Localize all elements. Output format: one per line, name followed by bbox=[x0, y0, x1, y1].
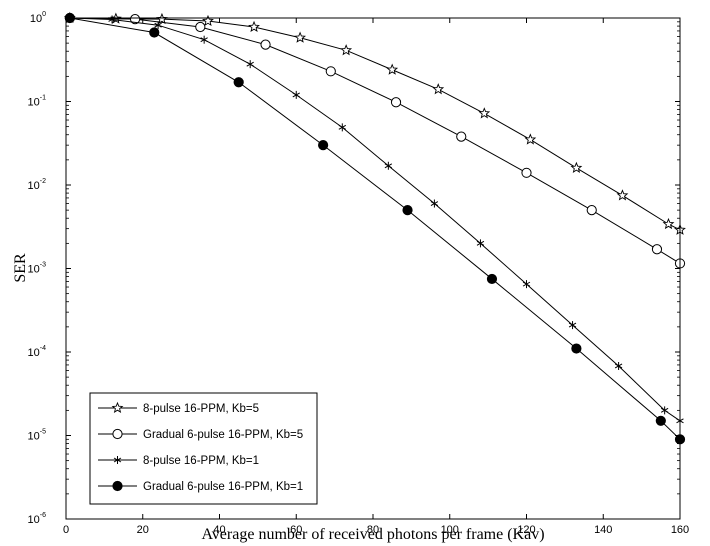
legend-label: Gradual 6-pulse 16-PPM, Kb=1 bbox=[143, 481, 303, 493]
series-2 bbox=[64, 12, 686, 269]
data-point bbox=[478, 107, 491, 119]
y-tick-label: 10-2 bbox=[28, 178, 47, 192]
data-point bbox=[655, 415, 666, 426]
data-point bbox=[233, 77, 244, 88]
data-point bbox=[260, 39, 271, 50]
data-point bbox=[325, 66, 336, 77]
series-line bbox=[69, 17, 681, 231]
series-3 bbox=[66, 14, 684, 425]
legend-marker bbox=[112, 480, 123, 492]
data-point bbox=[614, 361, 623, 370]
x-tick-label: 140 bbox=[594, 524, 612, 536]
data-point bbox=[149, 27, 160, 38]
data-point bbox=[202, 14, 214, 27]
series-line bbox=[69, 17, 681, 422]
data-point bbox=[486, 273, 498, 285]
data-point bbox=[571, 343, 582, 354]
data-point bbox=[384, 161, 393, 170]
data-point bbox=[586, 205, 597, 216]
x-tick-label: 0 bbox=[63, 524, 69, 536]
data-point bbox=[568, 321, 577, 330]
data-point bbox=[129, 14, 141, 25]
data-point bbox=[476, 239, 485, 248]
legend-marker bbox=[113, 456, 122, 464]
x-axis-label: Average number of received photons per f… bbox=[201, 526, 544, 543]
legend-marker bbox=[111, 401, 124, 414]
y-axis-label: SER bbox=[12, 253, 29, 283]
legend-marker bbox=[112, 428, 123, 440]
x-axis-ticks: 0 20 40 60 80 100 120 140 160 bbox=[63, 18, 689, 536]
data-point bbox=[522, 280, 531, 289]
data-point bbox=[156, 12, 168, 25]
data-point bbox=[200, 35, 208, 44]
legend-entry: 8-pulse 16-PPM, Kb=5 bbox=[98, 401, 259, 415]
data-point bbox=[386, 63, 399, 75]
data-point bbox=[390, 97, 402, 108]
data-point bbox=[651, 244, 663, 255]
data-point bbox=[318, 140, 329, 151]
series-4 bbox=[64, 12, 686, 445]
series-line bbox=[69, 17, 681, 440]
data-point bbox=[456, 131, 467, 142]
series-line bbox=[69, 17, 681, 264]
y-tick-label: 10-4 bbox=[28, 345, 47, 359]
y-tick-label: 100 bbox=[30, 11, 46, 25]
data-point bbox=[432, 83, 445, 95]
data-point bbox=[570, 161, 583, 173]
data-point bbox=[616, 189, 629, 201]
data-point bbox=[338, 123, 347, 132]
y-tick-label: 10-3 bbox=[28, 262, 47, 276]
data-point bbox=[246, 60, 254, 69]
y-tick-label: 10-1 bbox=[28, 95, 47, 109]
x-tick-label: 60 bbox=[290, 524, 302, 536]
x-tick-label: 100 bbox=[441, 524, 459, 536]
legend-entry: Gradual 6-pulse 16-PPM, Kb=5 bbox=[98, 428, 303, 441]
data-point bbox=[340, 44, 353, 56]
x-tick-label: 20 bbox=[137, 524, 149, 536]
data-point bbox=[660, 406, 669, 415]
data-point bbox=[402, 205, 413, 216]
data-point bbox=[662, 217, 675, 230]
y-tick-label: 10-6 bbox=[28, 512, 47, 526]
legend-label: 8-pulse 16-PPM, Kb=5 bbox=[143, 403, 259, 415]
x-tick-label: 80 bbox=[367, 524, 379, 536]
x-tick-label: 120 bbox=[517, 524, 535, 536]
data-point bbox=[195, 21, 206, 33]
legend-label: 8-pulse 16-PPM, Kb=1 bbox=[143, 455, 259, 467]
series-1 bbox=[63, 11, 686, 235]
data-point bbox=[524, 133, 537, 145]
legend-entry: 8-pulse 16-PPM, Kb=1 bbox=[98, 455, 259, 467]
data-point bbox=[294, 31, 306, 43]
x-tick-label: 40 bbox=[213, 524, 225, 536]
data-point bbox=[154, 21, 162, 30]
legend-entry: Gradual 6-pulse 16-PPM, Kb=1 bbox=[98, 480, 303, 493]
data-point bbox=[430, 199, 439, 208]
plot-layer bbox=[63, 11, 686, 445]
y-tick-label: 10-5 bbox=[28, 429, 47, 443]
data-point bbox=[521, 167, 532, 178]
data-point bbox=[248, 20, 260, 33]
legend: 8-pulse 16-PPM, Kb=5 Gradual 6-pulse 16-P… bbox=[89, 392, 318, 505]
x-tick-label: 160 bbox=[671, 524, 689, 536]
legend-label: Gradual 6-pulse 16-PPM, Kb=5 bbox=[143, 429, 303, 441]
data-point bbox=[292, 90, 300, 99]
y-axis-ticks: 100 10-1 10-2 10-3 10-4 10-5 10-6 bbox=[28, 11, 680, 526]
